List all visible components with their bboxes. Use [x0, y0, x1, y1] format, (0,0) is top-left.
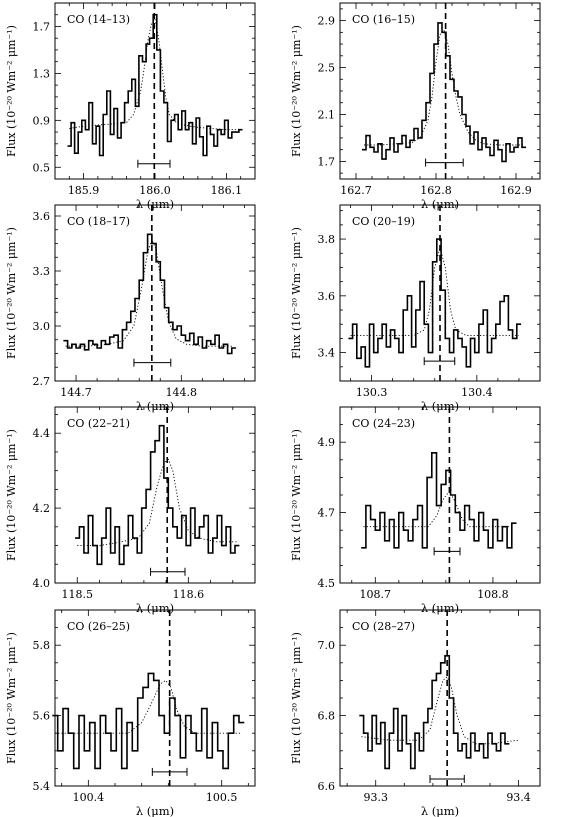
panel-1: 185.9 186.0 186.1 0.5 0.9 1.3 1.7 CO (14–13) λ (…	[5, 2, 256, 211]
x-tick-label: 118.5	[61, 588, 93, 601]
y-tick-label: 3.0	[33, 320, 51, 333]
plot-frame	[339, 406, 541, 584]
y-tick-label: 4.5	[318, 577, 336, 590]
panel-title: CO (28–27)	[352, 620, 415, 633]
x-tick-label: 186.0	[139, 184, 171, 197]
x-tick-label: 93.3	[363, 791, 388, 804]
fit-curve	[363, 490, 515, 528]
x-tick-label: 118.6	[173, 588, 205, 601]
plot-frame	[54, 406, 256, 584]
x-axis-label: λ (μm)	[136, 601, 174, 615]
plot-frame	[54, 609, 256, 787]
x-axis-label: λ (μm)	[421, 601, 459, 615]
plot-frame	[54, 2, 256, 180]
x-tick-label: 162.8	[420, 184, 452, 197]
fit-curve	[65, 238, 234, 347]
x-tick-label: 162.7	[340, 184, 372, 197]
y-tick-label: 0.5	[33, 161, 51, 174]
panel-2: 162.7 162.8 162.9 1.7 2.1 2.5 2.9 CO (16–15) λ (…	[290, 2, 541, 211]
spectrum-steps	[361, 452, 517, 549]
x-axis-label: λ (μm)	[136, 197, 174, 211]
spectrum-steps	[67, 13, 243, 157]
y-tick-label: 3.3	[33, 265, 51, 278]
panel-5: 118.5 118.6 4.0 4.2 4.4 CO (22–21) λ (μm) Flux …	[5, 406, 256, 615]
y-tick-label: 4.0	[33, 577, 51, 590]
y-tick-label: 5.6	[33, 710, 51, 723]
panel-title: CO (20–19)	[352, 215, 415, 228]
y-axis-label: Flux (10⁻²⁰ Wm⁻² μm⁻¹)	[290, 429, 303, 561]
y-tick-label: 4.4	[33, 427, 51, 440]
panel-title: CO (24–23)	[352, 417, 415, 430]
spectrum-steps	[362, 22, 526, 163]
spectrum-steps	[75, 424, 240, 566]
y-tick-label: 5.4	[33, 780, 51, 793]
y-tick-label: 1.7	[33, 20, 51, 33]
y-tick-label: 3.8	[318, 233, 336, 246]
x-tick-label: 108.7	[360, 588, 392, 601]
spectrum-steps	[63, 233, 237, 355]
fit-curve	[364, 29, 524, 146]
y-tick-label: 2.1	[318, 108, 336, 121]
x-tick-label: 130.3	[356, 386, 388, 399]
panel-title: CO (22–21)	[67, 417, 130, 430]
panel-8: 93.3 93.4 6.6 6.8 7.0 CO (28–27) λ (μm) Flux (1…	[290, 609, 541, 817]
y-tick-label: 5.8	[33, 639, 51, 652]
spectrum-steps	[359, 655, 510, 770]
y-axis-label: Flux (10⁻²⁰ Wm⁻² μm⁻¹)	[5, 227, 18, 359]
y-tick-label: 2.7	[33, 375, 51, 388]
panel-7: 100.4 100.5 5.4 5.6 5.8 CO (26–25) λ (μm) Flux …	[5, 609, 256, 817]
x-axis-label: λ (μm)	[421, 399, 459, 413]
y-tick-label: 0.9	[33, 114, 51, 127]
x-tick-label: 185.9	[68, 184, 100, 197]
y-axis-label: Flux (10⁻²⁰ Wm⁻² μm⁻¹)	[290, 25, 303, 157]
y-tick-label: 2.9	[318, 15, 336, 28]
y-tick-label: 3.6	[318, 290, 336, 303]
x-tick-label: 93.4	[506, 791, 531, 804]
panel-4: 130.3 130.4 3.4 3.6 3.8 CO (20–19) λ (μm) Flux …	[290, 204, 541, 413]
x-axis-label: λ (μm)	[421, 197, 459, 211]
y-tick-label: 3.4	[318, 347, 336, 360]
y-tick-label: 2.5	[318, 62, 336, 75]
x-tick-label: 144.8	[166, 386, 198, 399]
panel-3: 144.7 144.8 2.7 3.0 3.3 3.6 CO (18–17) λ (μm) Fl…	[5, 204, 256, 413]
x-axis-label: λ (μm)	[136, 804, 174, 817]
y-tick-label: 4.9	[318, 436, 336, 449]
y-axis-label: Flux (10⁻²⁰ Wm⁻² μm⁻¹)	[5, 429, 18, 561]
fit-curve	[69, 18, 241, 131]
y-tick-label: 1.7	[318, 155, 336, 168]
y-tick-label: 7.0	[318, 639, 336, 652]
y-axis-label: Flux (10⁻²⁰ Wm⁻² μm⁻¹)	[290, 632, 303, 764]
y-axis-label: Flux (10⁻²⁰ Wm⁻² μm⁻¹)	[290, 227, 303, 359]
x-tick-label: 162.9	[500, 184, 532, 197]
fit-curve	[350, 245, 519, 337]
x-tick-label: 186.1	[211, 184, 243, 197]
x-axis-label: λ (μm)	[136, 399, 174, 413]
x-tick-label: 130.4	[461, 386, 493, 399]
y-tick-label: 4.2	[33, 502, 51, 515]
panel-title: CO (18–17)	[67, 215, 130, 228]
y-tick-label: 6.8	[318, 710, 336, 723]
plot-frame	[54, 204, 256, 382]
panel-title: CO (26–25)	[67, 620, 130, 633]
fit-curve	[55, 679, 242, 734]
x-axis-label: λ (μm)	[421, 804, 459, 817]
fit-curve	[77, 458, 239, 547]
plot-frame	[339, 609, 541, 787]
y-axis-label: Flux (10⁻²⁰ Wm⁻² μm⁻¹)	[5, 25, 18, 157]
panel-title: CO (16–15)	[352, 13, 415, 26]
panel-6: 108.7 108.8 4.5 4.7 4.9 CO (24–23) λ (μm) Flux …	[290, 406, 541, 615]
x-tick-label: 100.5	[206, 791, 238, 804]
y-tick-label: 3.6	[33, 210, 51, 223]
panel-title: CO (14–13)	[67, 13, 130, 26]
x-tick-label: 144.7	[60, 386, 92, 399]
x-tick-label: 100.4	[73, 791, 105, 804]
y-axis-label: Flux (10⁻²⁰ Wm⁻² μm⁻¹)	[5, 632, 18, 764]
spectrum-steps	[52, 672, 245, 770]
y-tick-label: 6.6	[318, 780, 336, 793]
y-tick-label: 4.7	[318, 507, 336, 520]
y-tick-label: 1.3	[33, 67, 51, 80]
spectrum-steps	[348, 238, 522, 368]
x-tick-label: 108.8	[477, 588, 509, 601]
